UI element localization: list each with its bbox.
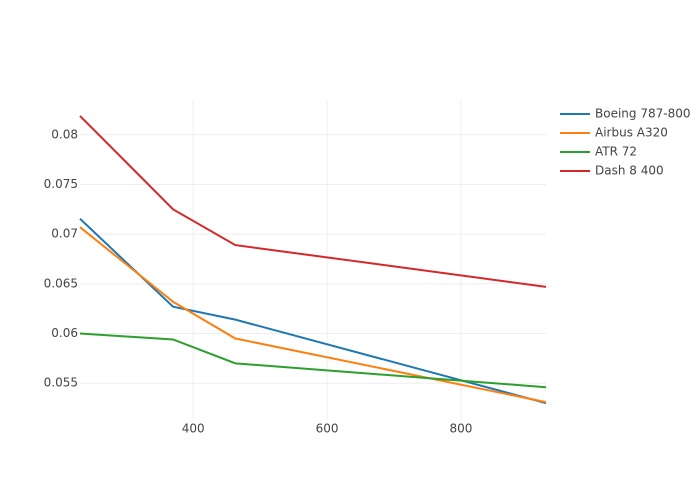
x-tick-label: 800: [450, 422, 473, 436]
x-tick-label: 600: [316, 422, 339, 436]
y-tick-label: 0.075: [44, 177, 78, 191]
y-tick-label: 0.065: [44, 276, 78, 290]
series-line: [79, 218, 547, 405]
legend-label: Dash 8 400: [595, 164, 664, 178]
series-line: [79, 332, 547, 389]
legend-label: Boeing 787-800: [595, 107, 690, 121]
legend-label: Airbus A320: [595, 126, 668, 140]
y-tick-label: 0.07: [51, 227, 78, 241]
y-tick-label: 0.055: [44, 376, 78, 390]
y-tick-label: 0.08: [51, 127, 78, 141]
y-tick-label: 0.06: [51, 326, 78, 340]
legend-label: ATR 72: [595, 145, 637, 159]
series-line: [79, 226, 547, 404]
x-tick-label: 400: [182, 422, 205, 436]
series-line: [79, 115, 547, 288]
